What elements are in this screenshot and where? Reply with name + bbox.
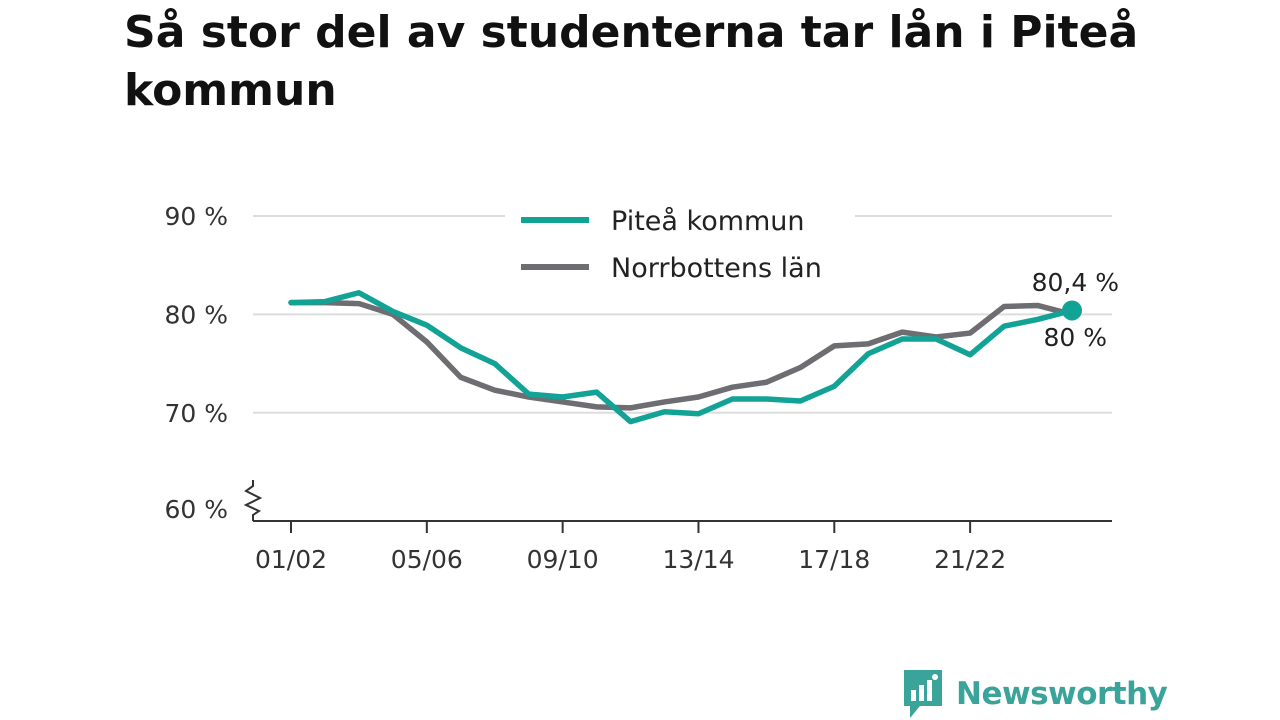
newsworthy-logo-icon — [904, 670, 942, 718]
x-tick-label: 17/18 — [798, 545, 870, 574]
brand-name: Newsworthy — [956, 676, 1168, 712]
legend-label: Piteå kommun — [611, 206, 805, 237]
y-tick-label: 90 % — [164, 202, 228, 231]
axes — [243, 480, 1112, 522]
line-chart: 90 % 80 % 70 % 60 % 01/02 05/06 09/10 13/14 17/… — [164, 197, 1119, 574]
axis-break-icon — [243, 480, 263, 521]
x-tick-label: 05/06 — [391, 545, 463, 574]
end-label-norrbotten: 80 % — [1043, 323, 1107, 352]
series-line-norrbotten — [288, 299, 1075, 411]
y-axis-ticks: 90 % 80 % 70 % 60 % — [164, 202, 228, 524]
series-line-pitea — [288, 289, 1075, 425]
y-tick-label: 70 % — [164, 399, 228, 428]
y-tick-label: 80 % — [164, 300, 228, 329]
end-label-pitea: 80,4 % — [1032, 268, 1119, 297]
x-tick-label: 09/10 — [527, 545, 599, 574]
series-lines — [288, 289, 1082, 425]
end-labels: 80,4 % 80 % — [1032, 268, 1119, 352]
x-tick-label: 21/22 — [934, 545, 1006, 574]
x-tick-label: 01/02 — [255, 545, 327, 574]
legend: Piteå kommun Norrbottens län — [505, 197, 855, 291]
legend-label: Norrbottens län — [611, 253, 822, 284]
chart-title: Så stor del av studenterna tar lån i Pit… — [124, 7, 1139, 116]
y-tick-label: 60 % — [164, 495, 228, 524]
brand-logo: Newsworthy — [902, 668, 1168, 720]
endpoint-pitea — [1062, 300, 1082, 321]
x-axis-ticks: 01/02 05/06 09/10 13/14 17/18 21/22 — [255, 521, 1006, 574]
legend-background — [505, 197, 855, 291]
x-tick-label: 13/14 — [662, 545, 734, 574]
